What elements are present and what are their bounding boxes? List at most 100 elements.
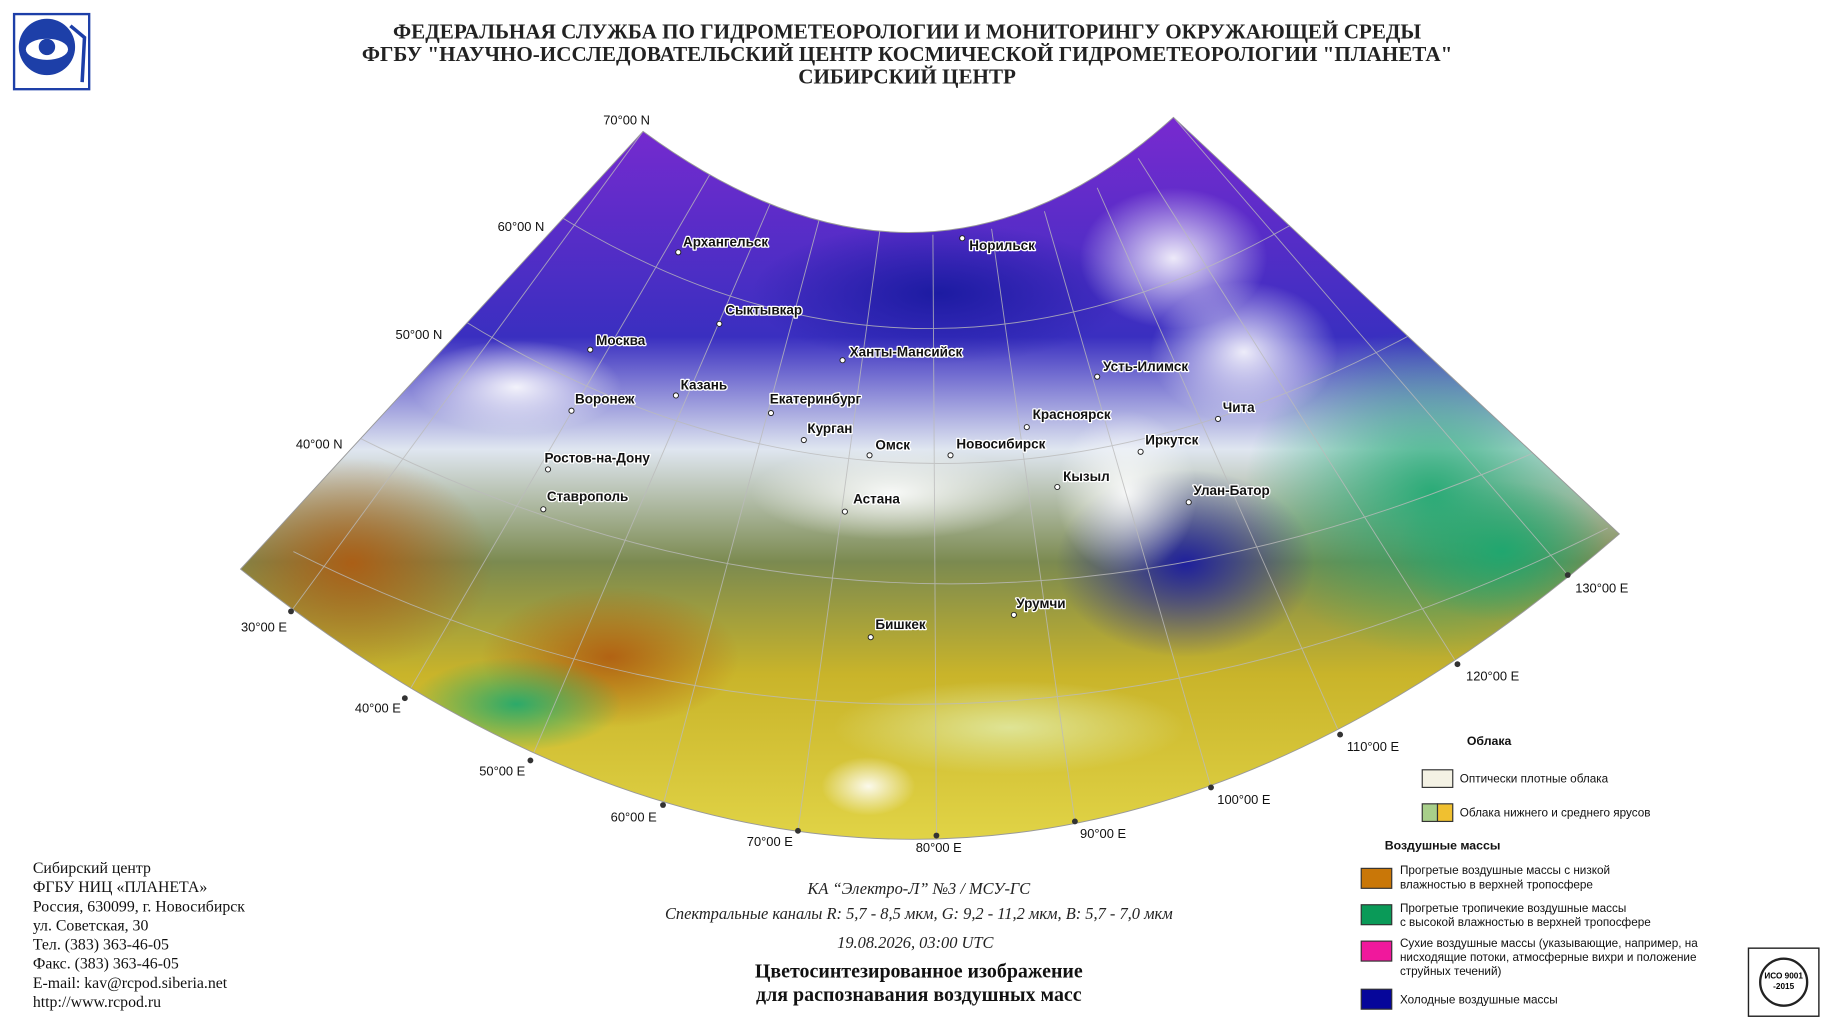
contact-line: http://www.rcpod.ru — [33, 994, 161, 1011]
caption-datetime: 19.08.2026, 03:00 UTC — [837, 933, 994, 952]
city-label: Ставрополь — [547, 489, 629, 504]
legend-label: Облака нижнего и среднего ярусов — [1460, 807, 1651, 820]
longitude-dot — [401, 695, 408, 702]
city-dot — [1137, 448, 1144, 455]
city-label: Бишкек — [875, 617, 925, 632]
longitude-label: 100°00 E — [1217, 792, 1271, 807]
longitude-dot — [1564, 572, 1571, 578]
legend-label: струйных течений) — [1400, 965, 1502, 978]
svg-text:-2015: -2015 — [1773, 982, 1794, 991]
longitude-dot — [933, 832, 940, 839]
longitude-dot — [1454, 661, 1461, 668]
city-dot — [841, 508, 848, 515]
legend-title: Воздушные массы — [1385, 839, 1501, 853]
legend-title: Облака — [1467, 734, 1512, 748]
city-dot — [675, 249, 682, 256]
legend-label: с высокой влажностью в верхней тропосфер… — [1400, 916, 1651, 929]
satellite-image — [240, 117, 1620, 840]
map-frame — [239, 116, 1621, 840]
city-label: Казань — [681, 378, 728, 393]
longitude-dot — [288, 608, 294, 615]
legend-swatches — [1360, 769, 1454, 1010]
city-dot — [839, 357, 846, 364]
longitude-label: 110°00 E — [1347, 739, 1400, 754]
city-dot — [1185, 499, 1192, 506]
caption-title: для распознавания воздушных масс — [756, 984, 1082, 1006]
longitude-dot — [1337, 731, 1344, 738]
longitude-label: 120°00 E — [1466, 669, 1520, 684]
city-dot — [867, 634, 874, 641]
city-dot — [544, 466, 552, 473]
city-label: Воронеж — [575, 392, 635, 407]
contact-line: Факс. (383) 363-46-05 — [33, 956, 179, 973]
contact-line: ФГБУ НИЦ «ПЛАНЕТА» — [33, 879, 208, 896]
longitude-label: 70°00 E — [747, 834, 793, 849]
iso-logo: ИСО 9001 -2015 — [1747, 947, 1820, 1017]
header-line: ФГБУ "НАУЧНО-ИССЛЕДОВАТЕЛЬСКИЙ ЦЕНТР КОС… — [362, 42, 1452, 66]
city-dot — [568, 407, 575, 414]
city-label: Ханты-Мансийск — [850, 345, 963, 360]
legend-label: Холодные воздушные массы — [1400, 993, 1558, 1006]
longitude-dot — [1208, 784, 1214, 791]
legend-label: Сухие воздушные массы (указывающие, напр… — [1400, 937, 1698, 950]
contact-line: Россия, 630099, г. Новосибирск — [33, 898, 245, 915]
caption-title: Цветосинтезированное изображение — [755, 960, 1083, 982]
legend-label: нисходящие потоки, атмосферные вихри и п… — [1400, 951, 1697, 964]
city-label: Усть-Илимск — [1103, 359, 1188, 374]
city-dot — [716, 320, 723, 327]
city-dot — [959, 235, 966, 242]
city-dot — [1023, 424, 1030, 431]
city-label: Иркутск — [1145, 433, 1198, 448]
latitude-label: 70°00 N — [603, 112, 650, 127]
caption-channels: Спектральные каналы R: 5,7 - 8,5 мкм, G:… — [665, 904, 1173, 923]
city-label: Норильск — [969, 238, 1035, 253]
contact-line: Тел. (383) 363-46-05 — [33, 937, 169, 954]
city-label: Новосибирск — [956, 436, 1045, 451]
city-label: Урумчи — [1016, 596, 1065, 611]
city-label: Екатеринбург — [770, 392, 862, 407]
svg-text:ИСО 9001: ИСО 9001 — [1764, 972, 1803, 981]
city-dot — [800, 436, 807, 444]
city-dot — [947, 452, 954, 459]
longitude-label: 40°00 E — [355, 700, 401, 715]
city-label: Москва — [596, 333, 646, 348]
city-dot — [1215, 415, 1222, 422]
header-line: СИБИРСКИЙ ЦЕНТР — [798, 64, 1016, 88]
city-label: Чита — [1223, 400, 1255, 415]
longitude-dot — [1071, 818, 1078, 825]
latitude-label: 50°00 N — [396, 327, 443, 342]
city-label: Ростов-на-Дону — [544, 450, 650, 465]
longitude-dot — [795, 827, 801, 834]
contact-line: Сибирский центр — [33, 860, 151, 877]
city-label: Архангельск — [683, 234, 768, 249]
city-dot — [672, 392, 679, 399]
city-dot — [1054, 483, 1061, 491]
contact-line: ул. Советская, 30 — [33, 917, 149, 934]
longitude-label: 50°00 E — [479, 764, 525, 779]
city-label: Кызыл — [1063, 469, 1110, 484]
city-dot — [1094, 373, 1101, 380]
legend-label: влажностью в верхней тропосфере — [1400, 878, 1593, 891]
longitude-label: 90°00 E — [1080, 826, 1126, 841]
city-label: Курган — [807, 421, 852, 436]
city-dot — [866, 452, 873, 459]
city-label: Сыктывкар — [725, 302, 802, 317]
latitude-label: 40°00 N — [296, 436, 343, 451]
caption-satellite: КА “Электро-Л” №3 / МСУ-ГС — [806, 879, 1031, 898]
city-label: Красноярск — [1033, 407, 1111, 422]
header-line: ФЕДЕРАЛЬНАЯ СЛУЖБА ПО ГИДРОМЕТЕОРОЛОГИИ … — [393, 20, 1421, 44]
contact-line: E-mail: kav@rcpod.siberia.net — [33, 975, 228, 992]
city-dot — [1010, 611, 1017, 618]
legend-label: Прогретые воздушные массы с низкой — [1400, 864, 1610, 877]
longitude-dot — [660, 802, 666, 808]
legend-label: Прогретые тропичекие воздушные массы — [1400, 902, 1626, 915]
longitude-label: 30°00 E — [241, 619, 287, 634]
city-label: Улан-Батор — [1193, 483, 1269, 498]
logo — [12, 12, 91, 91]
legend-label: Оптически плотные облака — [1460, 773, 1609, 786]
latitude-label: 60°00 N — [498, 219, 545, 234]
longitude-label: 60°00 E — [611, 809, 657, 824]
longitude-label: 130°00 E — [1575, 581, 1629, 596]
city-dot — [587, 346, 594, 353]
longitude-dot — [527, 757, 534, 764]
